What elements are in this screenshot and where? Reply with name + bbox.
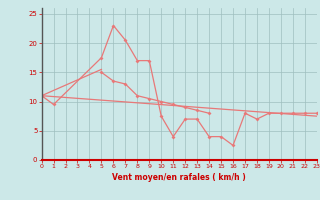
X-axis label: Vent moyen/en rafales ( km/h ): Vent moyen/en rafales ( km/h ): [112, 173, 246, 182]
